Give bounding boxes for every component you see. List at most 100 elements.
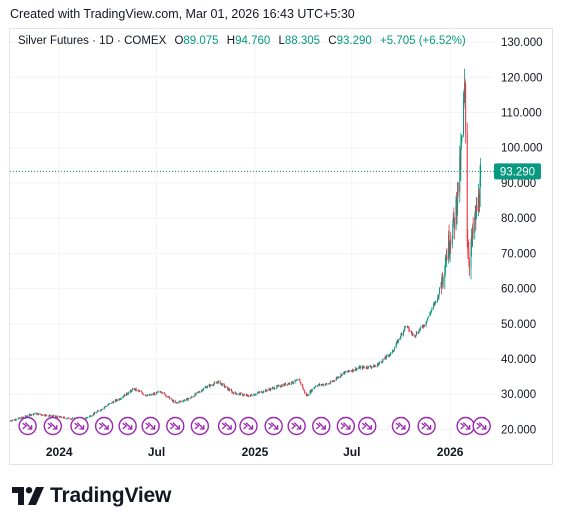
- candle-body: [231, 391, 233, 393]
- candle-body: [182, 401, 184, 403]
- candle-body: [475, 205, 477, 219]
- legend-symbol[interactable]: Silver Futures · 1D · COMEX: [18, 35, 167, 47]
- candle-body: [273, 387, 275, 389]
- candle-body: [202, 389, 204, 391]
- candle-body: [295, 380, 297, 382]
- candle-body: [464, 81, 466, 95]
- event-marker-icon[interactable]: [472, 416, 491, 436]
- candle-body: [154, 393, 156, 395]
- candle-body: [265, 389, 267, 391]
- event-marker-arrow: [74, 422, 85, 430]
- event-marker-icon[interactable]: [70, 416, 89, 436]
- candle-body: [128, 392, 130, 394]
- legend-close-label: C: [328, 35, 337, 47]
- tradingview-logo[interactable]: TradingView: [12, 484, 171, 508]
- x-tick-label: Jul: [343, 445, 360, 459]
- candle-body: [289, 382, 291, 385]
- candle-body: [113, 401, 115, 404]
- candle-body: [409, 330, 411, 332]
- event-marker-icon[interactable]: [43, 416, 62, 436]
- candle-body: [48, 415, 50, 417]
- candle-body: [120, 397, 122, 399]
- candle-body: [174, 400, 176, 403]
- event-marker-icon[interactable]: [456, 416, 475, 436]
- candle-body: [112, 402, 114, 404]
- candle-body: [474, 217, 476, 233]
- event-marker-icon[interactable]: [312, 416, 331, 436]
- candle-body: [356, 368, 358, 370]
- candle-body: [344, 371, 346, 374]
- event-marker-icon[interactable]: [94, 416, 114, 436]
- candle-body: [456, 204, 458, 216]
- legend-change: +5.705 (+6.52%): [380, 35, 466, 47]
- candle-body: [269, 389, 271, 391]
- candle-body: [14, 419, 16, 421]
- event-marker-icon[interactable]: [417, 416, 436, 436]
- candle-body: [456, 199, 458, 216]
- event-marker-icon[interactable]: [166, 416, 185, 436]
- candle-body: [56, 416, 58, 418]
- event-marker-icon[interactable]: [190, 416, 210, 436]
- event-marker-icon[interactable]: [391, 416, 411, 436]
- candle-body: [94, 412, 96, 414]
- candle-body: [285, 384, 287, 386]
- candle-body: [411, 333, 413, 335]
- event-marker-ring: [70, 416, 89, 436]
- candle-body: [92, 415, 94, 417]
- event-marker-icon[interactable]: [264, 416, 283, 436]
- candle-body: [116, 399, 118, 401]
- candle-body: [134, 388, 136, 390]
- candle-body: [277, 385, 279, 387]
- candle-body: [366, 366, 368, 369]
- event-marker-ring: [336, 416, 356, 436]
- candle-body: [71, 418, 73, 420]
- candle-body: [213, 382, 215, 384]
- candle-body: [92, 413, 94, 416]
- candle-body: [122, 396, 124, 398]
- candle-body: [445, 262, 447, 265]
- event-marker-icon[interactable]: [118, 416, 137, 436]
- candle-body: [305, 392, 307, 396]
- candle-body: [135, 388, 137, 391]
- candle-body: [58, 416, 60, 418]
- event-marker-ring: [358, 416, 377, 436]
- candle-body: [72, 417, 74, 419]
- candle-body: [45, 414, 47, 416]
- candle-body: [309, 391, 311, 395]
- candle-body: [87, 417, 89, 419]
- candle-body: [235, 392, 237, 394]
- event-marker-icon[interactable]: [336, 416, 356, 436]
- candle-body: [26, 416, 28, 417]
- event-marker-icon[interactable]: [287, 416, 306, 436]
- event-marker-icon[interactable]: [239, 416, 258, 436]
- candle-body: [219, 380, 221, 385]
- candle-body: [442, 278, 444, 282]
- tradingview-logo-icon: [12, 487, 44, 505]
- candle-body: [33, 413, 35, 415]
- candle-body: [262, 390, 264, 393]
- candle-body: [467, 240, 469, 249]
- candle-body: [150, 394, 152, 396]
- candle-body: [303, 389, 305, 391]
- candle-body: [412, 334, 414, 336]
- candle-body: [245, 394, 247, 396]
- event-marker-icon[interactable]: [358, 416, 377, 436]
- candle-body: [269, 388, 271, 391]
- candle-body: [115, 399, 117, 402]
- event-marker-icon[interactable]: [18, 416, 37, 436]
- candle-body: [42, 414, 44, 416]
- candle-body: [67, 417, 69, 419]
- candle-body: [419, 328, 421, 331]
- event-marker-icon[interactable]: [141, 416, 160, 436]
- candle-body: [146, 394, 148, 396]
- candle-body: [52, 416, 54, 417]
- candle-body: [111, 402, 113, 404]
- candle-body: [34, 413, 36, 415]
- candle-body: [320, 384, 322, 386]
- event-marker-icon[interactable]: [217, 416, 237, 436]
- candle-body: [437, 295, 439, 300]
- candle-body: [221, 383, 223, 386]
- price-chart[interactable]: 130.000 120.000 110.000 100.000 90.000 80.000…: [0, 0, 564, 470]
- candle-body: [112, 402, 114, 403]
- candle-body: [438, 293, 440, 298]
